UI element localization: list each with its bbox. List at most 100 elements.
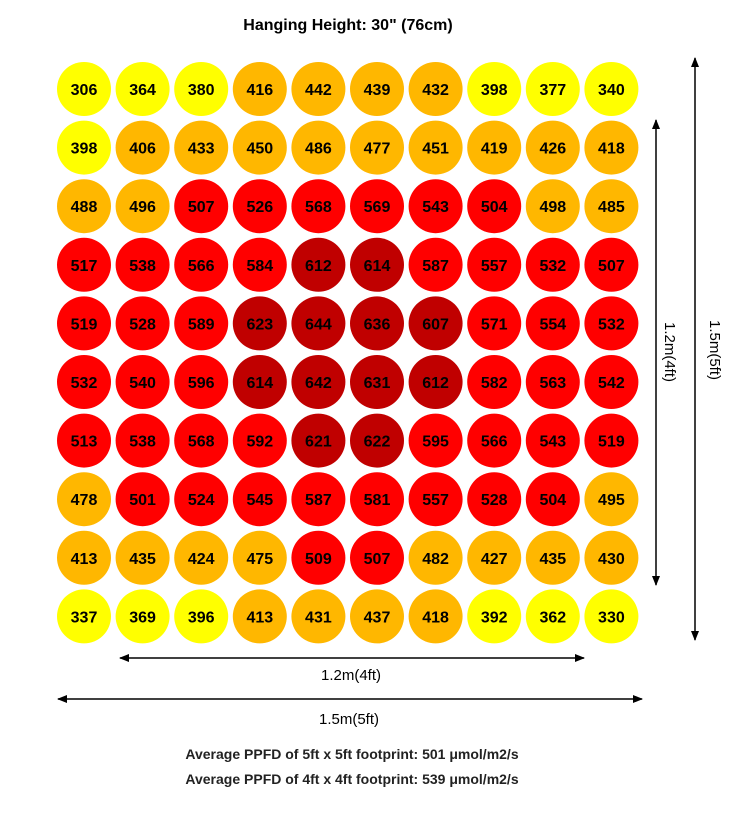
ppfd-cell: 432 — [408, 62, 463, 116]
ppfd-value: 513 — [71, 434, 98, 451]
ppfd-cell: 519 — [584, 413, 639, 468]
ppfd-circle — [174, 472, 229, 527]
ppfd-cell: 433 — [174, 120, 229, 175]
ppfd-circle — [584, 237, 639, 292]
ppfd-circle — [57, 62, 111, 116]
ppfd-circle — [174, 120, 229, 175]
ppfd-circle — [232, 413, 287, 468]
ppfd-value: 485 — [598, 199, 625, 216]
ppfd-circle — [115, 237, 170, 292]
ppfd-value: 557 — [422, 492, 449, 509]
ppfd-value: 435 — [129, 551, 156, 568]
ppfd-cell: 557 — [408, 472, 463, 527]
ppfd-value: 478 — [71, 492, 98, 509]
ppfd-cell: 519 — [57, 296, 111, 351]
ppfd-circle — [584, 120, 639, 175]
ppfd-value: 482 — [422, 551, 449, 568]
ppfd-value: 495 — [598, 492, 625, 509]
ppfd-value: 419 — [481, 141, 508, 158]
ppfd-cell: 566 — [467, 413, 522, 468]
ppfd-circle — [467, 530, 522, 585]
ppfd-circle — [232, 472, 287, 527]
ppfd-value: 526 — [246, 199, 273, 216]
ppfd-cell: 568 — [174, 413, 229, 468]
ppfd-value: 532 — [539, 258, 566, 275]
ppfd-circle — [350, 472, 404, 527]
ppfd-cell: 380 — [174, 62, 229, 116]
ppfd-value: 623 — [246, 316, 273, 333]
ppfd-cell: 377 — [525, 62, 580, 116]
ppfd-cell: 437 — [350, 589, 404, 644]
ppfd-circle — [350, 237, 404, 292]
ppfd-circle — [408, 296, 463, 351]
ppfd-cell: 419 — [467, 120, 522, 175]
ppfd-value: 437 — [364, 609, 391, 626]
ppfd-value: 377 — [539, 82, 566, 99]
ppfd-cell: 507 — [584, 237, 639, 292]
ppfd-circle — [174, 296, 229, 351]
ppfd-cell: 568 — [291, 179, 346, 234]
ppfd-circle — [291, 120, 346, 175]
ppfd-value: 543 — [539, 434, 566, 451]
ppfd-circle — [584, 62, 639, 116]
outer-width-label: 1.5m(5ft) — [319, 711, 379, 728]
ppfd-value: 486 — [305, 141, 332, 158]
ppfd-value: 538 — [129, 258, 156, 275]
ppfd-cell: 442 — [291, 62, 346, 116]
ppfd-value: 507 — [598, 258, 625, 275]
ppfd-cell: 392 — [467, 589, 522, 644]
ppfd-cell: 507 — [174, 179, 229, 234]
ppfd-value: 475 — [246, 551, 273, 568]
ppfd-circle — [350, 62, 404, 116]
ppfd-circle — [467, 355, 522, 409]
ppfd-cell: 416 — [232, 62, 287, 116]
ppfd-cell: 427 — [467, 530, 522, 585]
ppfd-circle — [584, 589, 639, 644]
ppfd-circle — [467, 413, 522, 468]
ppfd-cell: 542 — [584, 355, 639, 409]
ppfd-value: 426 — [539, 141, 566, 158]
ppfd-cell: 486 — [291, 120, 346, 175]
ppfd-cell: 451 — [408, 120, 463, 175]
ppfd-value: 416 — [246, 82, 273, 99]
ppfd-circle — [467, 237, 522, 292]
ppfd-value: 538 — [129, 434, 156, 451]
ppfd-cell: 501 — [115, 472, 170, 527]
ppfd-cell: 621 — [291, 413, 346, 468]
ppfd-cell: 306 — [57, 62, 111, 116]
ppfd-value: 509 — [305, 551, 332, 568]
ppfd-circle — [115, 589, 170, 644]
inner-height-label: 1.2m(4ft) — [661, 322, 678, 382]
ppfd-circle — [174, 62, 229, 116]
ppfd-value: 612 — [305, 258, 332, 275]
ppfd-circle — [584, 296, 639, 351]
ppfd-value: 398 — [71, 141, 98, 158]
ppfd-cell: 614 — [232, 355, 287, 409]
ppfd-value: 589 — [188, 316, 215, 333]
ppfd-cell: 554 — [525, 296, 580, 351]
ppfd-value: 418 — [598, 141, 625, 158]
ppfd-circle — [467, 296, 522, 351]
inner-width-label: 1.2m(4ft) — [321, 667, 381, 684]
ppfd-circle — [350, 355, 404, 409]
ppfd-value: 554 — [539, 316, 566, 333]
chart-title: Hanging Height: 30" (76cm) — [243, 17, 452, 34]
ppfd-cell: 482 — [408, 530, 463, 585]
ppfd-circle — [467, 62, 522, 116]
ppfd-value: 488 — [71, 199, 98, 216]
ppfd-circle — [291, 530, 346, 585]
ppfd-value: 621 — [305, 434, 332, 451]
ppfd-value: 433 — [188, 141, 215, 158]
ppfd-circle — [232, 589, 287, 644]
ppfd-value: 477 — [364, 141, 391, 158]
ppfd-value: 524 — [188, 492, 215, 509]
ppfd-value: 450 — [246, 141, 273, 158]
ppfd-circle — [350, 589, 404, 644]
ppfd-circle — [467, 472, 522, 527]
ppfd-value: 543 — [422, 199, 449, 216]
ppfd-cell: 631 — [350, 355, 404, 409]
ppfd-circle — [291, 296, 346, 351]
ppfd-value: 568 — [305, 199, 332, 216]
ppfd-value: 532 — [598, 316, 625, 333]
ppfd-value: 563 — [539, 375, 566, 392]
